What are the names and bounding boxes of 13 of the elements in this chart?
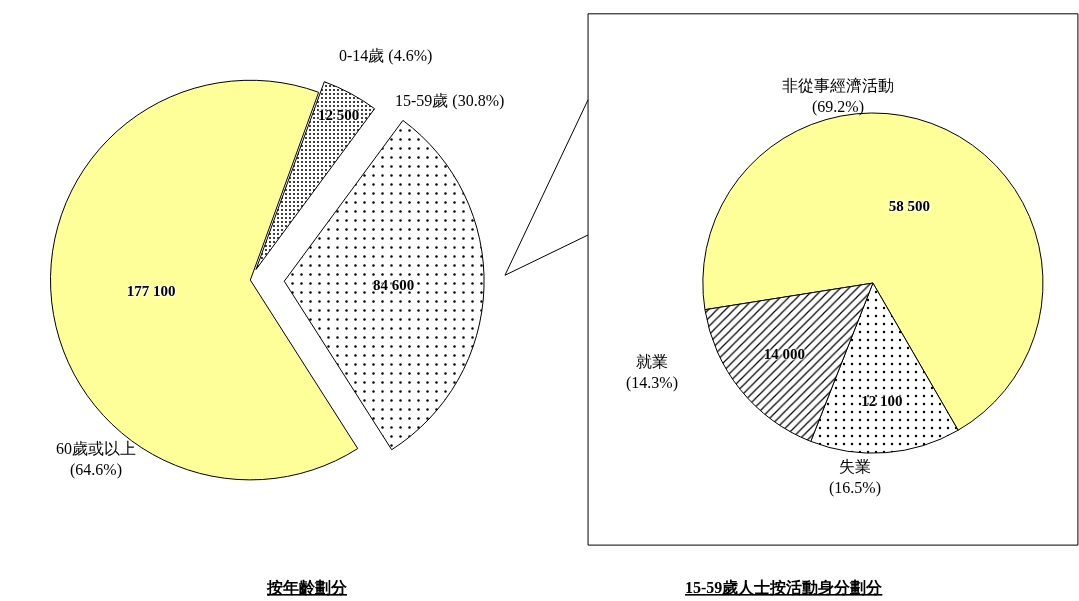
slice-label: 0-14歲 (4.6%) bbox=[339, 47, 433, 65]
slice-label: 15-59歲 (30.8%) bbox=[395, 92, 505, 110]
data-label: 12 500 bbox=[318, 107, 360, 124]
data-label: 58 500 bbox=[888, 198, 931, 215]
text: 按年齡劃分 bbox=[266, 579, 348, 596]
slice-label: 60歲或以上 (64.6%) bbox=[56, 440, 136, 479]
data-label: 12 100 bbox=[861, 393, 903, 410]
data-label: 177 100 bbox=[126, 282, 176, 299]
slice-label: 非從事經濟活動 (69.2%) bbox=[782, 77, 894, 116]
slice-label: 就業 (14.3%) bbox=[626, 353, 678, 392]
slice-label: 失業 (16.5%) bbox=[829, 458, 881, 497]
text: 15-59歲人士按活動身分劃分 bbox=[685, 579, 884, 596]
data-label: 84 600 bbox=[373, 276, 415, 293]
